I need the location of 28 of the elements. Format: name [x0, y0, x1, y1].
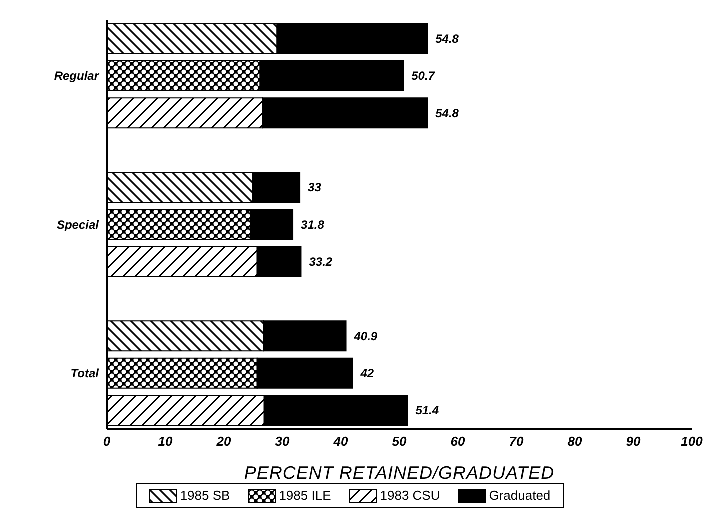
y-tick-label: Regular	[54, 69, 100, 84]
total-label: 40.9	[353, 329, 378, 344]
total-label: 54.8	[436, 106, 460, 120]
total-label: 50.7	[412, 69, 436, 84]
legend-label: 1985 ILE	[279, 488, 332, 503]
x-axis-title: PERCENT RETAINED/GRADUATED	[244, 463, 555, 483]
y-tick-label: Total	[70, 366, 100, 380]
x-tick-label: 70	[509, 434, 524, 450]
x-tick-label: 60	[450, 434, 466, 450]
x-tick-label: 100	[681, 434, 704, 450]
x-tick-label: 90	[626, 434, 642, 450]
total-label: 33.2	[309, 255, 333, 270]
total-label: 42	[360, 366, 374, 381]
total-label: 31.8	[301, 218, 325, 232]
total-label: 33	[308, 180, 322, 195]
x-tick-label: 10	[158, 434, 174, 450]
x-tick-label: 0	[103, 434, 112, 450]
x-tick-label: 20	[216, 434, 232, 450]
x-tick-label: 50	[392, 434, 408, 450]
legend-label: 1983 CSU	[380, 488, 440, 503]
x-tick-label: 30	[275, 434, 290, 450]
x-tick-label: 40	[332, 434, 349, 450]
total-label: 54.8	[436, 32, 460, 46]
legend-label: Graduated	[489, 488, 551, 503]
y-tick-label: Special	[56, 218, 100, 232]
total-label: 51.4	[416, 404, 440, 418]
legend-label: 1985 SB	[180, 488, 230, 503]
x-tick-label: 80	[568, 434, 583, 450]
